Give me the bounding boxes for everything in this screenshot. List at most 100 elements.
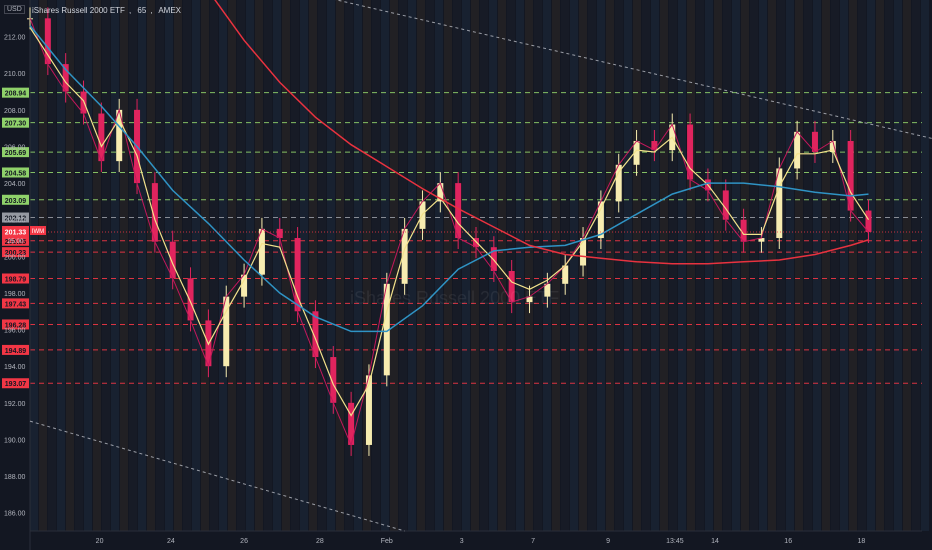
countdown-label: 25:00: [7, 238, 24, 245]
y-tick-label: 210.00: [4, 71, 26, 78]
session-band: [228, 0, 236, 531]
candle-body: [62, 64, 69, 92]
price-level-label: 193.07: [5, 381, 27, 388]
session-band: [264, 0, 272, 531]
price-level-label: 205.69: [5, 150, 27, 157]
candle-body: [44, 18, 51, 65]
price-level-label: 208.94: [5, 91, 27, 98]
price-level-label: 204.58: [5, 170, 27, 177]
session-band: [318, 0, 326, 531]
session-band: [723, 0, 731, 531]
candle-body: [829, 140, 836, 152]
session-band: [597, 0, 605, 531]
session-band: [615, 0, 623, 531]
session-band: [858, 0, 866, 531]
candle-body: [562, 265, 569, 284]
session-band: [750, 0, 758, 531]
session-band: [444, 0, 452, 531]
session-band: [570, 0, 578, 531]
price-level-label: 198.79: [5, 277, 27, 284]
session-band: [480, 0, 488, 531]
candle-body: [98, 113, 105, 162]
session-band: [903, 0, 911, 531]
candle-body: [241, 274, 248, 297]
candle-body: [80, 91, 87, 114]
session-band: [795, 0, 803, 531]
session-band: [525, 0, 533, 531]
price-level-tag: [2, 247, 29, 258]
x-tick-label: 3: [460, 538, 464, 545]
session-band: [453, 0, 461, 531]
session-band: [192, 0, 200, 531]
session-band: [435, 0, 443, 531]
price-level-label: 200.23: [5, 250, 27, 257]
last-price-label: 201.33: [5, 229, 27, 236]
candle-body: [348, 402, 355, 445]
session-band: [714, 0, 722, 531]
candle-body: [865, 210, 872, 232]
last-price-tag: [2, 225, 29, 237]
candle-body: [312, 311, 319, 358]
y-tick-label: 190.00: [4, 437, 26, 444]
candle-body: [151, 183, 158, 242]
session-band: [543, 0, 551, 531]
currency-label[interactable]: USD: [4, 5, 25, 14]
price-level-label: 200.85: [5, 239, 27, 246]
candle-body: [437, 183, 444, 202]
session-band: [867, 0, 875, 531]
session-band: [606, 0, 614, 531]
session-band: [507, 0, 515, 531]
y-tick-label: 188.00: [4, 474, 26, 481]
session-band: [84, 0, 92, 531]
session-band: [183, 0, 191, 531]
x-tick-label: 9: [606, 538, 610, 545]
y-tick-label: 192.00: [4, 401, 26, 408]
x-tick-label: 14: [711, 538, 719, 545]
candle-body: [401, 228, 408, 284]
y-tick-label: 196.00: [4, 328, 26, 335]
price-level-tag: [2, 117, 29, 128]
price-level-tag: [2, 273, 29, 284]
session-band: [786, 0, 794, 531]
candle-body: [651, 140, 658, 151]
session-band: [921, 0, 929, 531]
interval-label: 65: [137, 6, 147, 15]
session-band: [156, 0, 164, 531]
session-band: [912, 0, 920, 531]
candle-body: [330, 357, 337, 403]
x-tick-label: 13:45: [666, 538, 684, 545]
candle-body: [258, 228, 265, 275]
price-level-tag: [2, 235, 29, 246]
session-band: [588, 0, 596, 531]
session-band: [471, 0, 479, 531]
x-tick-label: 20: [96, 538, 104, 545]
trendline: [29, 420, 405, 532]
session-band: [885, 0, 893, 531]
session-band: [624, 0, 632, 531]
session-band: [381, 0, 389, 531]
price-level-label: 202.12: [5, 216, 27, 223]
candle-body: [722, 190, 729, 220]
y-tick-label: 200.00: [4, 254, 26, 261]
session-band: [678, 0, 686, 531]
candle-body: [365, 375, 372, 445]
price-level-label: 203.09: [5, 198, 27, 205]
session-band: [120, 0, 128, 531]
session-band: [210, 0, 218, 531]
candle-body: [597, 201, 604, 239]
x-tick-label: 16: [784, 538, 792, 545]
session-band: [174, 0, 182, 531]
session-band: [876, 0, 884, 531]
session-band: [705, 0, 713, 531]
session-band: [390, 0, 398, 531]
candle-body: [615, 164, 622, 202]
session-band: [534, 0, 542, 531]
session-band: [354, 0, 362, 531]
candle-body: [758, 238, 765, 242]
session-band: [732, 0, 740, 531]
candle-body: [490, 247, 497, 271]
session-band: [831, 0, 839, 531]
session-band: [759, 0, 767, 531]
